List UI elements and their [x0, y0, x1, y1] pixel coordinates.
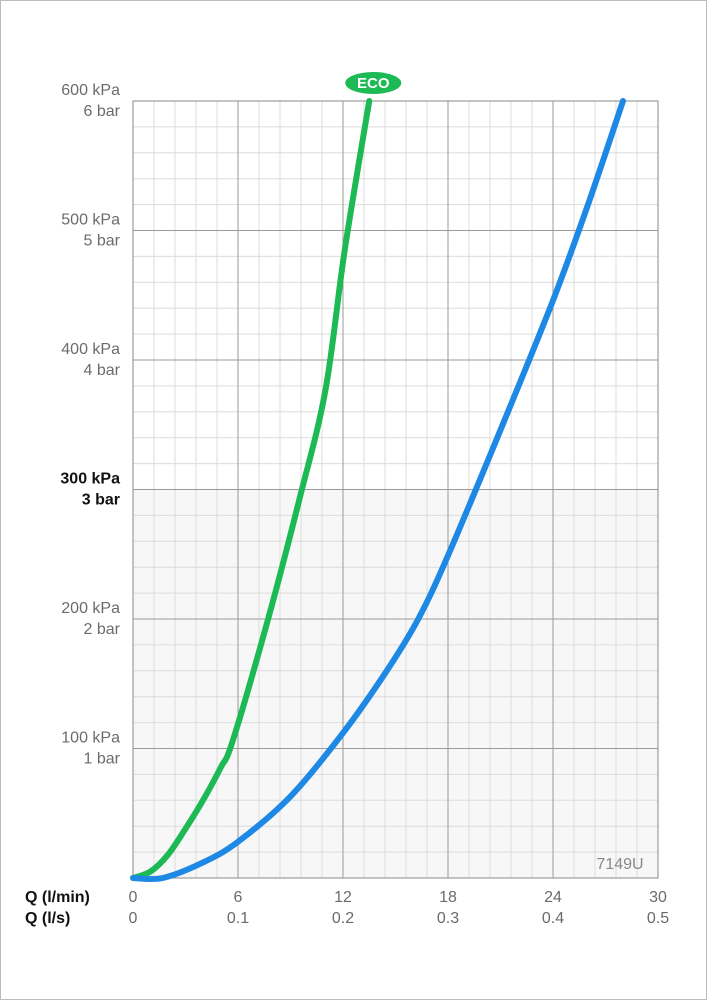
- model-code: 7149U: [596, 856, 643, 873]
- x2-axis-label: Q (l/s): [25, 910, 70, 927]
- x-tick-label: 18: [439, 889, 457, 906]
- lower-band: [133, 489, 658, 878]
- x2-tick-label: 0.3: [437, 910, 459, 927]
- y-tick-label: 600 kPa: [61, 82, 120, 99]
- x2-tick-label: 0: [129, 910, 138, 927]
- y-tick-label-bar: 6 bar: [84, 103, 121, 120]
- flow-curve: [130, 98, 626, 883]
- x-tick-label: 12: [334, 889, 352, 906]
- x-axis-label: Q (l/min): [25, 889, 90, 906]
- y-tick-label-bar: 5 bar: [84, 233, 121, 250]
- flow-curve: [130, 98, 373, 881]
- series-badge: [345, 72, 402, 94]
- y-tick-label-bar: 4 bar: [84, 362, 121, 379]
- y-tick-label: 100 kPa: [61, 730, 120, 747]
- grid: [132, 100, 659, 879]
- y-tick-label: 300 kPa: [60, 471, 120, 488]
- plot-frame: [132, 100, 659, 879]
- y-tick-label-bar: 1 bar: [84, 751, 121, 768]
- x2-tick-label: 0.2: [332, 910, 354, 927]
- x2-tick-label: 0.1: [227, 910, 249, 927]
- x-tick-label: 24: [544, 889, 562, 906]
- y-tick-label-bar: 2 bar: [84, 621, 121, 638]
- x-tick-label: 30: [649, 889, 667, 906]
- x2-tick-label: 0.5: [647, 910, 669, 927]
- y-tick-label: 200 kPa: [61, 600, 120, 617]
- y-tick-label: 400 kPa: [61, 341, 120, 358]
- y-tick-label: 500 kPa: [61, 212, 120, 229]
- series-label: ECO: [357, 75, 390, 92]
- y-tick-label-bar: 3 bar: [82, 492, 120, 509]
- x-tick-label: 0: [129, 889, 138, 906]
- x-tick-label: 6: [234, 889, 243, 906]
- x2-tick-label: 0.4: [542, 910, 564, 927]
